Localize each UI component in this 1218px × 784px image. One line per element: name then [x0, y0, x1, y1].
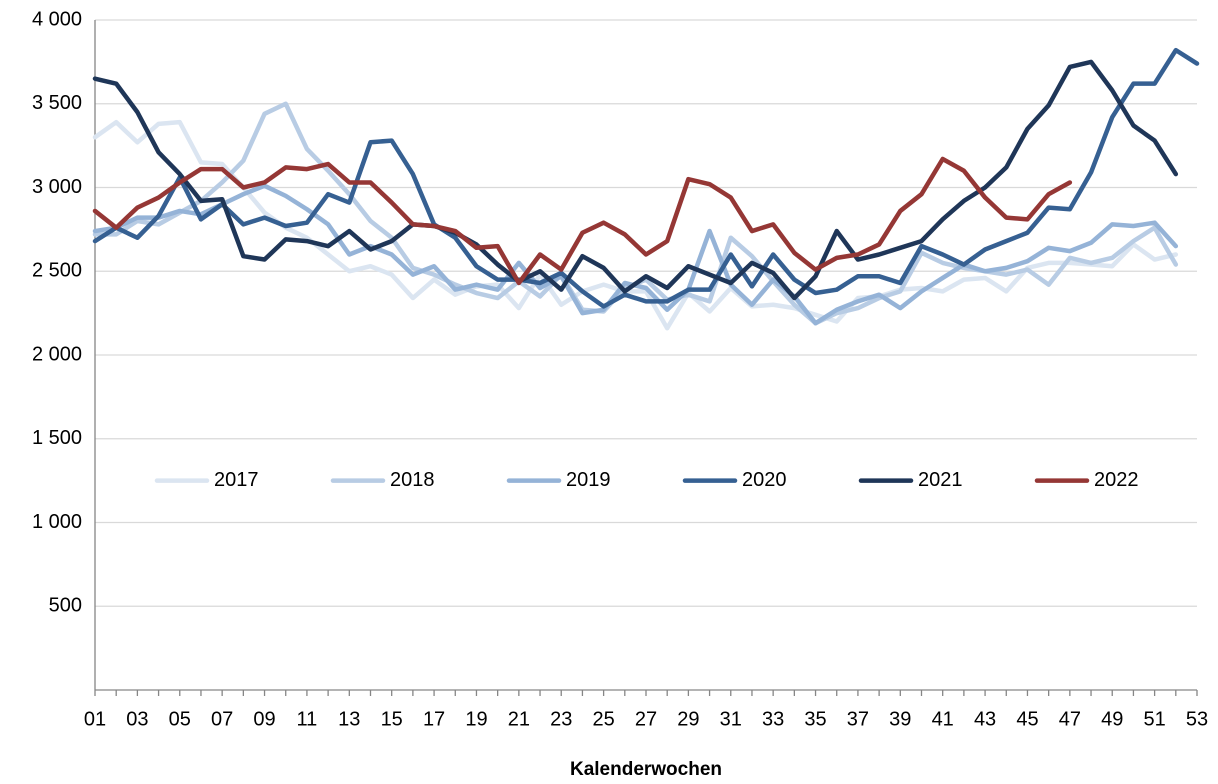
x-tick-label: 09: [253, 708, 275, 730]
x-tick-label: 19: [465, 708, 487, 730]
x-tick-label: 01: [84, 708, 106, 730]
legend-label: 2021: [918, 469, 963, 491]
x-tick-label: 35: [804, 708, 826, 730]
x-axis-title: Kalenderwochen: [570, 759, 722, 780]
y-tick-label: 1 000: [32, 511, 82, 533]
x-tick-label: 53: [1186, 708, 1208, 730]
x-tick-label: 23: [550, 708, 572, 730]
legend-label: 2020: [742, 469, 787, 491]
series-line: [92, 156, 1073, 286]
legend-label: 2018: [390, 469, 435, 491]
x-tick-label: 25: [592, 708, 614, 730]
x-tick-label: 47: [1059, 708, 1081, 730]
x-tick-label: 41: [932, 708, 954, 730]
series-line: [92, 47, 1200, 309]
x-tick-label: 51: [1143, 708, 1165, 730]
x-tick-label: 07: [211, 708, 233, 730]
x-tick-label: 49: [1101, 708, 1123, 730]
x-tick-label: 03: [126, 708, 148, 730]
x-tick-label: 13: [338, 708, 360, 730]
x-tick-label: 45: [1016, 708, 1038, 730]
x-tick-label: 43: [974, 708, 996, 730]
y-tick-label: 3 500: [32, 92, 82, 114]
x-tick-label: 29: [677, 708, 699, 730]
legend-label: 2022: [1094, 469, 1139, 491]
y-tick-label: 500: [49, 595, 82, 617]
x-tick-label: 21: [508, 708, 530, 730]
x-tick-label: 15: [381, 708, 403, 730]
x-tick-label: 17: [423, 708, 445, 730]
legend-label: 2017: [214, 469, 259, 491]
x-tick-label: 39: [889, 708, 911, 730]
y-tick-label: 4 000: [32, 8, 82, 30]
x-tick-label: 37: [847, 708, 869, 730]
x-tick-label: 11: [297, 708, 318, 730]
x-tick-label: 27: [635, 708, 657, 730]
y-tick-label: 2 000: [32, 343, 82, 365]
x-tick-label: 33: [762, 708, 784, 730]
y-tick-label: 1 500: [32, 427, 82, 449]
y-tick-label: 3 000: [32, 176, 82, 198]
x-tick-label: 05: [169, 708, 191, 730]
legend-label: 2019: [566, 469, 611, 491]
x-tick-label: 31: [720, 708, 742, 730]
series-line: [92, 59, 1179, 301]
y-tick-label: 2 500: [32, 260, 82, 282]
